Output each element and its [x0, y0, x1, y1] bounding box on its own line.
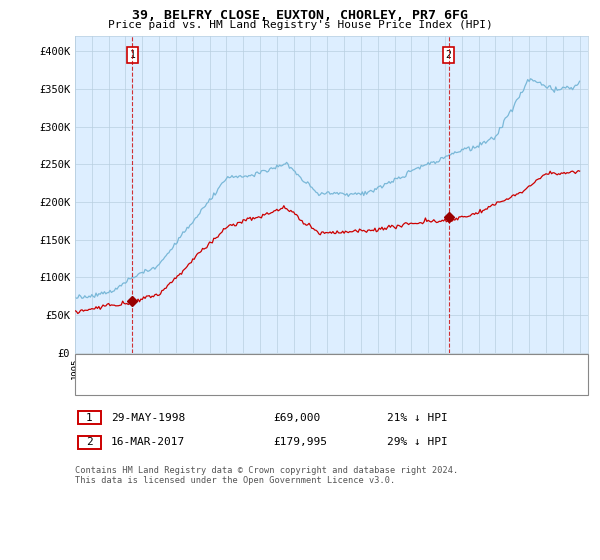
Text: Contains HM Land Registry data © Crown copyright and database right 2024.
This d: Contains HM Land Registry data © Crown c… — [75, 466, 458, 486]
Text: HPI: Average price, detached house, Chorley: HPI: Average price, detached house, Chor… — [114, 380, 372, 390]
Text: 39, BELFRY CLOSE, EUXTON, CHORLEY, PR7 6FG (detached house): 39, BELFRY CLOSE, EUXTON, CHORLEY, PR7 6… — [114, 361, 468, 370]
Text: Price paid vs. HM Land Registry's House Price Index (HPI): Price paid vs. HM Land Registry's House … — [107, 20, 493, 30]
Text: ────: ──── — [82, 361, 109, 370]
Text: 16-MAR-2017: 16-MAR-2017 — [111, 437, 185, 447]
Text: 21% ↓ HPI: 21% ↓ HPI — [387, 413, 448, 423]
Text: 2: 2 — [86, 437, 93, 447]
Text: £69,000: £69,000 — [273, 413, 320, 423]
Text: 39, BELFRY CLOSE, EUXTON, CHORLEY, PR7 6FG: 39, BELFRY CLOSE, EUXTON, CHORLEY, PR7 6… — [132, 9, 468, 22]
Text: £179,995: £179,995 — [273, 437, 327, 447]
Text: 1: 1 — [86, 413, 93, 423]
Text: 1: 1 — [130, 50, 135, 60]
Text: 2: 2 — [446, 50, 452, 60]
Text: 29-MAY-1998: 29-MAY-1998 — [111, 413, 185, 423]
Text: 29% ↓ HPI: 29% ↓ HPI — [387, 437, 448, 447]
Text: ────: ──── — [82, 380, 109, 390]
